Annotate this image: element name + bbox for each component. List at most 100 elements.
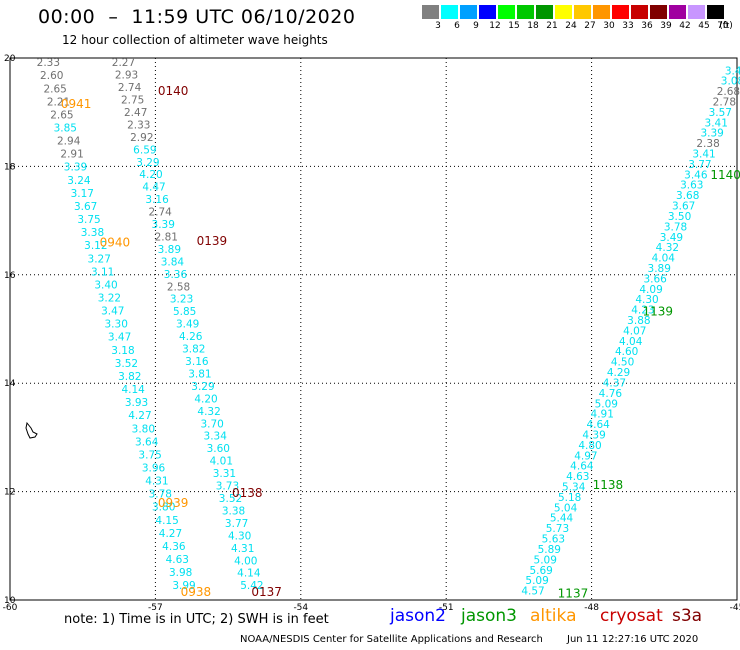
legend-label: 42 — [679, 21, 691, 31]
wave-height-point: 3.39 — [152, 219, 175, 231]
legend-swatch — [460, 5, 477, 19]
wave-height-point: 5.09 — [525, 575, 548, 587]
wave-height-point: 2.38 — [696, 138, 719, 150]
wave-height-point: 3.66 — [643, 273, 667, 285]
wave-height-point: 4.39 — [582, 429, 605, 441]
wave-height-point: 5.69 — [529, 565, 552, 577]
wave-height-point: 2.21 — [47, 96, 70, 108]
y-tick-label: 20 — [4, 54, 16, 64]
legend-label: 39 — [660, 21, 672, 31]
wave-height-point: 4.27 — [128, 410, 151, 422]
wave-height-point: 4.80 — [578, 440, 601, 452]
wave-height-point: 3.77 — [225, 518, 248, 530]
mission-jason2: jason2 — [390, 606, 446, 626]
wave-height-point: 4.63 — [566, 471, 589, 483]
x-tick-label: -45 — [730, 603, 740, 613]
legend-swatch — [631, 5, 648, 19]
wave-height-point: 3.12 — [84, 240, 107, 252]
wave-height-point: 3.52 — [219, 493, 242, 505]
legend-label: 30 — [603, 21, 615, 31]
wave-height-point: 3.49 — [660, 232, 683, 244]
x-tick-label: -57 — [148, 603, 163, 613]
legend-swatch — [593, 5, 610, 19]
wave-height-point: 3.64 — [135, 436, 159, 448]
legend-label: 15 — [508, 21, 520, 31]
wave-height-point: 4.63 — [166, 554, 189, 566]
wave-height-point: 3.46 — [684, 169, 708, 181]
wave-height-point: 3.75 — [77, 214, 100, 226]
legend-swatch — [555, 5, 572, 19]
pass-time-label: 0139 — [197, 234, 228, 248]
legend-label: 18 — [527, 21, 539, 31]
wave-height-point: 3.23 — [170, 294, 193, 306]
wave-height-point: 4.91 — [591, 409, 614, 421]
wave-height-point: 5.89 — [538, 544, 561, 556]
wave-height-point: 4.60 — [615, 346, 638, 358]
wave-height-point: 3.40 — [725, 65, 740, 77]
wave-height-point: 2.58 — [167, 281, 190, 293]
wave-height-point: 4.64 — [570, 461, 594, 473]
wave-height-point: 4.50 — [611, 357, 634, 369]
legend-swatch — [517, 5, 534, 19]
wave-height-point: 3.67 — [74, 201, 97, 213]
x-tick-label: -60 — [3, 603, 18, 613]
wave-height-point: 2.93 — [115, 70, 138, 82]
wave-height-point: 4.64 — [586, 419, 610, 431]
chart-subtitle: 12 hour collection of altimeter wave hei… — [62, 33, 328, 47]
pass-time-labels: 0941 0940 0939 0938 0140 0139 0138 0137 1140 1139… — [61, 84, 740, 600]
wave-height-point: 4.15 — [155, 515, 178, 527]
legend-swatch — [536, 5, 553, 19]
credit-line: NOAA/NESDIS Center for Satellite Applica… — [240, 634, 543, 645]
wave-height-point: 3.38 — [81, 227, 104, 239]
wave-height-point: 3.57 — [709, 107, 732, 119]
wave-height-point: 3.31 — [213, 468, 236, 480]
legend-label: 33 — [622, 21, 634, 31]
legend-label: 24 — [565, 21, 577, 31]
pass-time-label: 0938 — [181, 585, 212, 599]
wave-height-point: 3.39 — [64, 162, 87, 174]
wave-height-point: 2.74 — [148, 207, 172, 219]
wave-height-point: 3.80 — [132, 423, 155, 435]
wave-height-point: 3.99 — [172, 580, 195, 592]
legend-label: 36 — [641, 21, 653, 31]
wave-height-point: 3.93 — [125, 397, 148, 409]
wave-height-point: 3.80 — [152, 502, 175, 514]
wave-height-point: 2.68 — [717, 86, 740, 98]
y-tick-label: 14 — [4, 379, 16, 389]
wave-height-point: 4.30 — [635, 294, 658, 306]
wave-height-point: 3.34 — [204, 431, 228, 443]
pass-time-label: 0137 — [251, 585, 282, 599]
wave-height-point: 3.78 — [149, 489, 172, 501]
wave-height-point: 4.76 — [599, 388, 623, 400]
wave-height-point: 4.36 — [162, 541, 186, 553]
wave-height-point: 3.08 — [721, 76, 740, 88]
wave-height-point: 4.04 — [619, 336, 643, 348]
wave-height-point: 2.91 — [60, 149, 83, 161]
wave-height-point: 3.22 — [98, 292, 121, 304]
legend-swatch — [441, 5, 458, 19]
wave-height-point: 2.75 — [121, 94, 144, 106]
wave-height-point: 3.41 — [705, 117, 728, 129]
wave-height-point: 3.89 — [648, 263, 671, 275]
wave-height-point: 3.88 — [627, 315, 650, 327]
wave-height-point: 4.26 — [179, 331, 203, 343]
plot-frame — [9, 57, 738, 601]
pass-time-label: 0138 — [232, 486, 263, 500]
legend-swatch — [707, 5, 724, 19]
pass-time-label: 0940 — [100, 236, 131, 250]
legend-swatch — [612, 5, 629, 19]
wave-height-point: 4.00 — [234, 555, 257, 567]
mission-jason3: jason3 — [461, 606, 517, 626]
wave-height-point: 3.70 — [200, 418, 223, 430]
wave-height-point: 3.18 — [111, 345, 134, 357]
wave-height-point: 5.09 — [595, 398, 618, 410]
wave-height-point: 2.60 — [40, 70, 63, 82]
wave-height-point: 3.75 — [138, 449, 161, 461]
wave-height-point: 5.04 — [554, 502, 578, 514]
legend-unit: (ft) — [719, 21, 733, 31]
wave-height-point: 3.63 — [680, 180, 703, 192]
legend-swatch — [650, 5, 667, 19]
wave-height-point: 4.20 — [194, 393, 217, 405]
wave-height-point: 5.85 — [173, 306, 196, 318]
wave-height-point: 3.82 — [118, 371, 141, 383]
